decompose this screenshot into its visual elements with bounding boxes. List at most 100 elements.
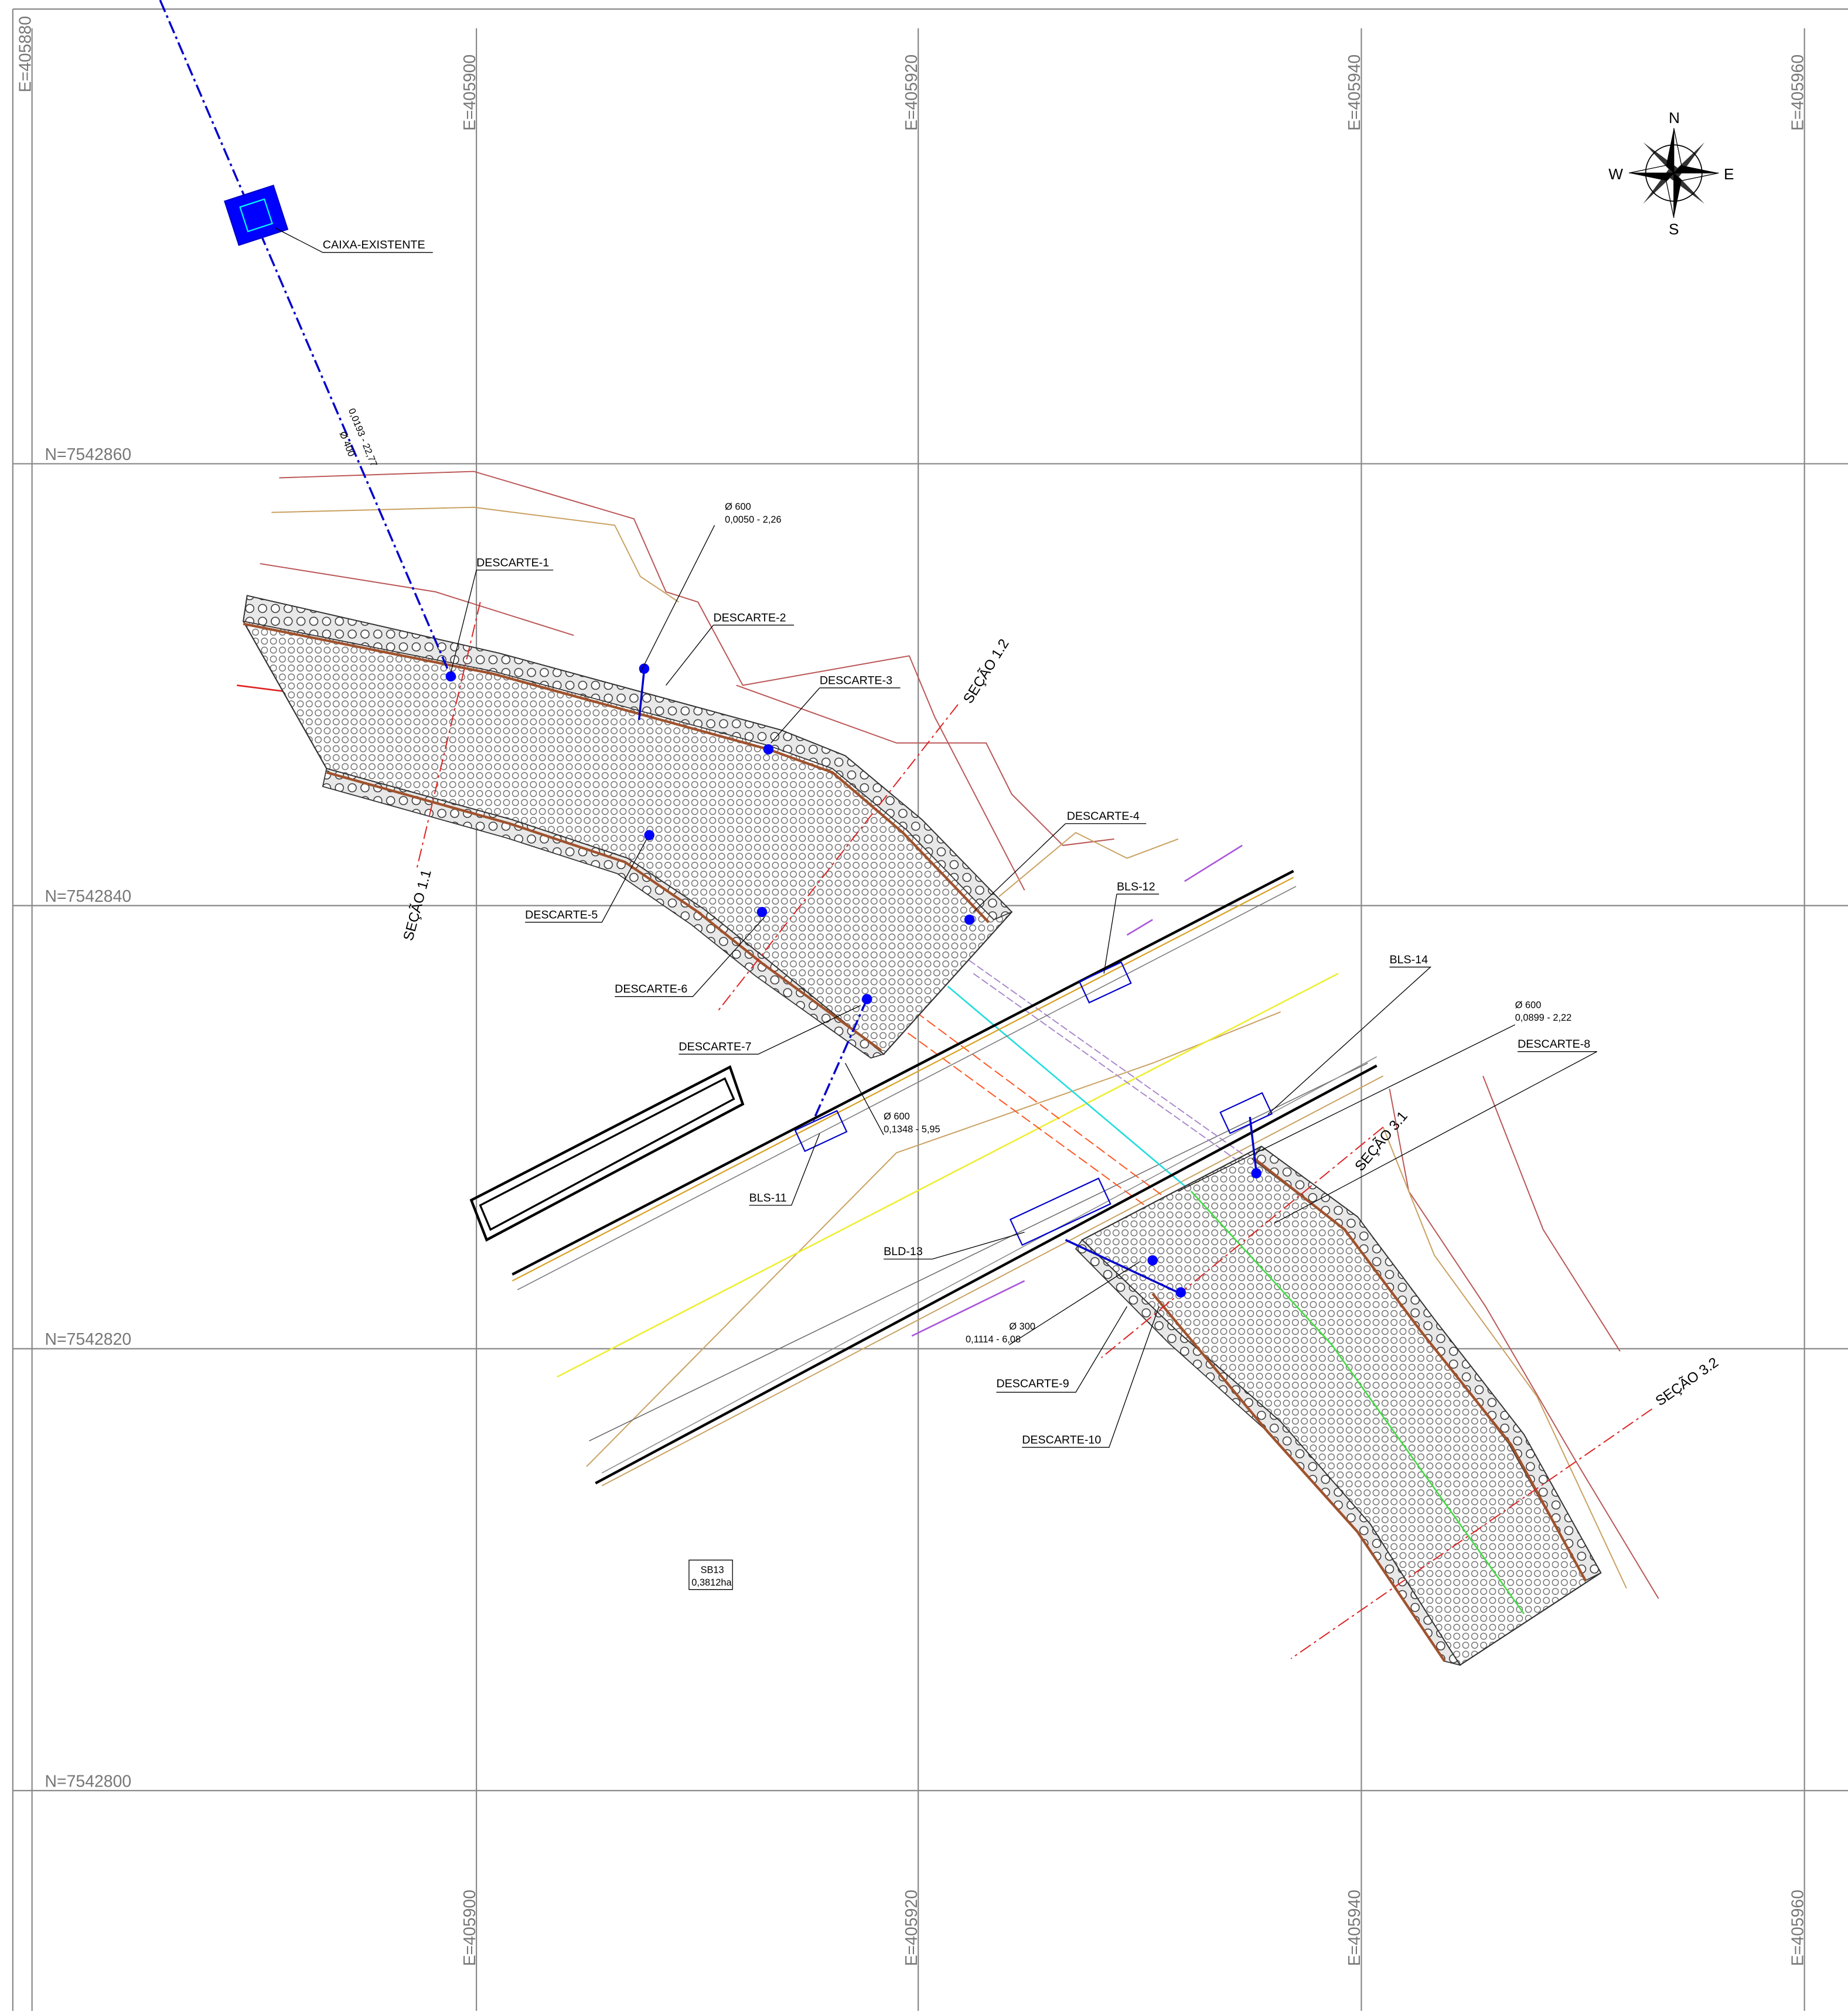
terrain-lines-part [271,506,679,603]
section-label: SEÇÃO 1.2 [960,636,1012,707]
label: 0,3812ha [691,1577,732,1588]
terrain-lines-part [279,471,1025,891]
frame [12,8,1848,2011]
outlets-part [861,994,872,1004]
boxes-part [1219,1092,1273,1134]
label: DESCARTE-6 [615,983,687,996]
outlets-part [1251,1168,1261,1179]
leaders [275,227,1597,1590]
pipes-part [159,0,452,677]
pipes-part [1065,1239,1181,1295]
roads-part [469,1065,745,1242]
roads-part [512,877,1294,1281]
label: Ø 300 [1009,1321,1035,1332]
terrain-lines-part [1126,844,1243,936]
easting-label: E=405880 [16,16,35,92]
terrain-lines-part [911,1280,1025,1337]
terrain-lines-part [260,563,574,636]
terrain-lines-part [1389,1088,1659,1599]
terrain-lines-part [586,1011,1281,1467]
roads-part [595,1064,1378,1485]
compass-n: N [1669,109,1680,127]
label: DESCARTE-4 [1067,810,1140,823]
easting-label: E=405960 [1788,1890,1807,1966]
section-lines-part [717,704,959,1013]
easting-label: E=405920 [902,1890,921,1966]
easting-label: E=405900 [461,54,479,131]
label: 0,1348 - 5,95 [884,1124,940,1134]
roads-part [512,870,1294,1276]
compass-w: W [1608,165,1623,183]
compass-s: S [1669,220,1679,238]
northing-label: N=7542800 [45,1772,132,1791]
label: CAIXA-EXISTENTE [323,238,425,251]
label: SB13 [701,1565,724,1575]
label: 0,1114 - 6,08 [966,1334,1021,1345]
channel-upper-part [243,622,990,923]
compass-part [1645,144,1703,202]
label: DESCARTE-2 [713,611,786,624]
boxes-part [239,198,274,233]
terrain-lines-part [1482,1075,1621,1352]
outlets-part [1147,1255,1158,1266]
pipe-label: Ø 400 [337,430,357,458]
roads-part [601,1056,1378,1474]
terrain-lines-part [1382,1127,1627,1589]
section-lines [415,602,1653,1659]
outlets-part [445,671,456,682]
channel-lower [1075,1146,1602,1666]
roads-part [517,886,1297,1290]
pipes-part [1249,1116,1257,1172]
outlets [445,663,1261,1298]
easting-label: E=405960 [1788,54,1807,131]
label: Ø 600 [1515,1000,1542,1010]
frame-part [12,28,1848,2011]
pipe-label: 0,0193 - 22,77 [346,407,379,468]
frame-part [12,8,1848,2011]
label: BLD-13 [884,1245,923,1258]
section-lines-part [1101,1126,1384,1358]
outlets-part [1175,1287,1186,1298]
section-label: SEÇÃO 3.2 [1653,1355,1721,1409]
northing-label: N=7542820 [45,1330,132,1349]
roads-part [479,1077,735,1231]
terrain-lines-part [736,684,1114,846]
pipes-part [637,670,646,720]
label: DESCARTE-5 [525,908,598,921]
terrain-lines-part [998,831,1179,897]
compass-e: E [1724,165,1734,183]
section-lines-part [1290,1408,1653,1659]
channel-upper-part [322,768,885,1059]
boxes-part [224,185,289,246]
easting-label: E=405900 [461,1890,479,1966]
label: BLS-11 [749,1191,787,1204]
outlets-part [763,744,774,755]
leaders-part [275,227,1597,1590]
annotations: CAIXA-EXISTENTE Ø 600 0,0050 - 2,26 DESC… [323,238,1721,1588]
label: 0,0050 - 2,26 [725,514,782,525]
terrain-lines-part [557,973,1339,1378]
outlets-part [964,914,975,925]
outlets-part [639,663,650,674]
label: DESCARTE-8 [1518,1038,1590,1051]
terrain-lines-part [960,953,1269,1172]
pipes-part [812,998,868,1122]
easting-label: E=405940 [1345,1890,1364,1966]
easting-label: E=405940 [1345,54,1364,131]
boxes-part [794,1110,848,1153]
label: DESCARTE-3 [820,674,892,687]
label: Ø 600 [725,502,751,512]
label: DESCARTE-1 [476,556,549,569]
channel-lower-part [1151,1293,1446,1662]
boxes [224,185,1273,1246]
channel-lower-part [1254,1158,1587,1581]
northing-label: N=7542860 [45,445,132,464]
terrain-lines-part [973,973,1281,1192]
boxes-part [1009,1177,1111,1246]
channel-lower-part [1190,1191,1525,1614]
terrain-lines-part [947,986,1192,1192]
boxes-part [1078,961,1132,1004]
